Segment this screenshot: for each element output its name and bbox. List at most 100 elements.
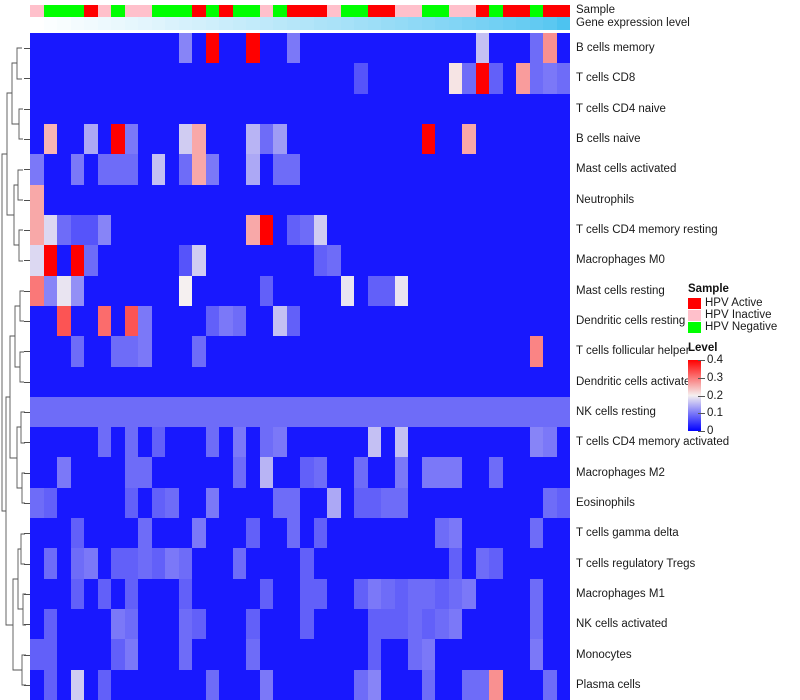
heatmap-cell: [286, 366, 300, 397]
heatmap-cell: [43, 123, 57, 155]
heatmap-cell: [381, 154, 395, 185]
row-tick: [24, 624, 30, 625]
heatmap-cell: [219, 33, 233, 64]
heatmap-cell: [111, 93, 125, 124]
heatmap-cell: [192, 548, 206, 579]
heatmap-cell: [381, 93, 395, 124]
heatmap-cell: [30, 396, 44, 428]
heatmap-cell: [205, 214, 219, 246]
heatmap-cell: [43, 366, 57, 397]
heatmap-cell: [138, 487, 152, 519]
heatmap-cell: [448, 518, 462, 549]
gene-expression-annotation-cell: [327, 17, 341, 30]
heatmap-cell: [205, 396, 219, 428]
heatmap-cell: [273, 33, 287, 64]
heatmap-cell: [381, 336, 395, 367]
heatmap-cell: [111, 578, 125, 610]
sample-legend-item[interactable]: HPV Negative: [688, 321, 800, 333]
heatmap-cell: [448, 154, 462, 185]
heatmap-cell: [448, 184, 462, 215]
heatmap-cell: [354, 518, 368, 549]
heatmap-cell: [97, 63, 111, 94]
heatmap-cell: [124, 548, 138, 579]
heatmap-cell: [232, 487, 246, 519]
heatmap-cell: [556, 396, 570, 428]
heatmap-cell: [340, 578, 354, 610]
heatmap-cell: [448, 305, 462, 337]
heatmap-cell: [43, 93, 57, 124]
heatmap-cell: [57, 154, 71, 185]
heatmap-cell: [259, 123, 273, 155]
heatmap-cell: [340, 245, 354, 276]
heatmap-cell: [313, 184, 327, 215]
heatmap-cell: [462, 305, 476, 337]
heatmap-cell: [516, 518, 530, 549]
heatmap-cell: [70, 93, 84, 124]
heatmap-cell: [165, 305, 179, 337]
heatmap-cell: [502, 63, 516, 94]
heatmap-cell: [30, 427, 44, 458]
heatmap-cell: [327, 214, 341, 246]
heatmap-cell: [57, 184, 71, 215]
heatmap-cell: [394, 578, 408, 610]
heatmap-cell: [354, 578, 368, 610]
heatmap-cell: [543, 609, 557, 640]
heatmap-cell: [246, 305, 260, 337]
heatmap-cell: [421, 33, 435, 64]
heatmap-cell: [462, 366, 476, 397]
heatmap-cell: [192, 396, 206, 428]
heatmap-cell: [178, 63, 192, 94]
heatmap-cell: [97, 609, 111, 640]
heatmap-cell: [327, 123, 341, 155]
level-tick-label: 0.3: [707, 371, 723, 384]
heatmap-cell: [448, 245, 462, 276]
heatmap-cell: [259, 487, 273, 519]
heatmap-cell: [151, 275, 165, 306]
heatmap-cell: [313, 639, 327, 670]
heatmap-cell: [340, 336, 354, 367]
heatmap-cell: [30, 669, 44, 700]
sample-annotation-cell: [165, 5, 179, 17]
heatmap-cell: [543, 93, 557, 124]
heatmap-cell: [543, 214, 557, 246]
heatmap-cell: [70, 275, 84, 306]
heatmap-cell: [246, 336, 260, 367]
heatmap-cell: [259, 578, 273, 610]
heatmap-cell: [300, 63, 314, 94]
heatmap-cell: [354, 305, 368, 337]
heatmap-cell: [70, 245, 84, 276]
heatmap-cell: [43, 639, 57, 670]
heatmap-cell: [70, 33, 84, 64]
heatmap-cell: [300, 336, 314, 367]
heatmap-cell: [97, 487, 111, 519]
heatmap-cell: [219, 457, 233, 488]
heatmap-cell: [394, 609, 408, 640]
heatmap-cell: [232, 63, 246, 94]
heatmap-cell: [259, 396, 273, 428]
heatmap-cell: [313, 457, 327, 488]
gene-expression-annotation-cell: [435, 17, 449, 30]
heatmap-cell: [475, 457, 489, 488]
heatmap-cell: [232, 305, 246, 337]
heatmap-cell: [30, 336, 44, 367]
heatmap-cell: [421, 487, 435, 519]
heatmap-cell: [394, 366, 408, 397]
heatmap-cell: [165, 154, 179, 185]
row-tick: [24, 291, 30, 292]
level-tick-mark: [698, 396, 705, 397]
heatmap-cell: [84, 184, 98, 215]
sample-legend-item[interactable]: HPV Inactive: [688, 309, 800, 321]
heatmap-cell: [367, 184, 381, 215]
heatmap-grid: [30, 33, 570, 700]
heatmap-cell: [43, 154, 57, 185]
heatmap-cell: [354, 245, 368, 276]
heatmap-cell: [178, 214, 192, 246]
sample-legend-item[interactable]: HPV Active: [688, 297, 800, 309]
heatmap-cell: [205, 184, 219, 215]
heatmap-cell: [543, 396, 557, 428]
sample-annotation-cell: [408, 5, 422, 17]
heatmap-cell: [138, 184, 152, 215]
heatmap-cell: [286, 669, 300, 700]
heatmap-cell: [70, 63, 84, 94]
heatmap-cell: [489, 366, 503, 397]
